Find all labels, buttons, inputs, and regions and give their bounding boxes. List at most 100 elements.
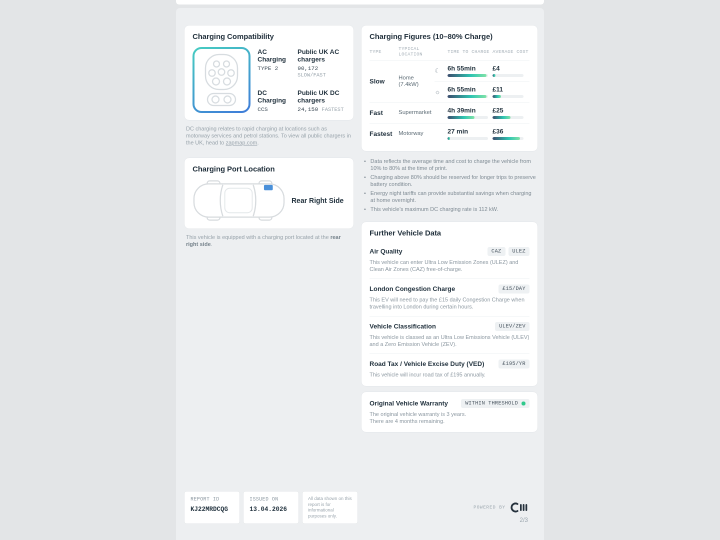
bullet-icon: • (364, 158, 366, 165)
dc-chargers-speed: FASTEST (321, 106, 344, 113)
time-bar (447, 116, 475, 119)
dc-public-chargers-label: Public UK DC chargers (297, 88, 340, 104)
charging-figures-title: Charging Figures (10–80% Charge) (369, 32, 493, 42)
row-type: Fastest (369, 130, 393, 138)
status-badge: CAZ (487, 246, 506, 256)
ac-chargers-count: 90,172 (297, 65, 319, 73)
cost-bar (492, 95, 502, 98)
time-value: 27 min (447, 127, 469, 136)
powered-by-block: POWERED BY 2/3 (473, 502, 529, 524)
report-id-box: REPORT ID KJ22MRDCQG (184, 491, 240, 524)
report-page: Charging Compatibility (176, 8, 544, 540)
status-badge: £195/YR (498, 359, 530, 369)
charging-figures-card: Charging Figures (10–80% Charge) TYPE TY… (361, 25, 538, 152)
table-row-fast: Fast Supermarket 4h 39min £25 (369, 103, 530, 124)
charging-compatibility-title: Charging Compatibility (192, 32, 274, 42)
dc-charging-label: DC Charging (257, 88, 287, 104)
cost-bar (492, 74, 496, 77)
powered-by-logo (510, 502, 528, 513)
time-value: 6h 55min (447, 64, 476, 73)
row-type: Fast (369, 109, 383, 117)
charging-figures-header: TYPE TYPICAL LOCATION TIME TO CHARGE AVE… (369, 46, 530, 61)
cost-value: £36 (492, 127, 504, 136)
col-time: TIME TO CHARGE (447, 48, 490, 55)
previous-page-edge (176, 0, 544, 5)
further-vehicle-data-card: Further Vehicle Data Air Quality CAZ ULE… (361, 221, 538, 387)
cost-bar (492, 137, 520, 140)
note-text: Data reflects the average time and cost … (370, 158, 531, 172)
sun-icon: ☼ (434, 88, 441, 96)
cost-value: £4 (492, 64, 500, 73)
green-status-dot (521, 401, 526, 406)
report-id-value: KJ22MRDCQG (190, 506, 229, 513)
powered-by-label: POWERED BY (473, 505, 506, 510)
page-number: 2/3 (519, 516, 528, 524)
time-value: 4h 39min (447, 106, 476, 115)
section-congestion-charge: London Congestion Charge £15/DAY This EV… (369, 278, 530, 316)
charging-port-position: Rear Right Side (291, 196, 344, 205)
row-location: Supermarket (398, 109, 432, 116)
charging-compatibility-card: Charging Compatibility (184, 25, 354, 121)
table-row-slow: Slow Home (7.4kW) ☾ 6h 55min £4 (369, 61, 530, 103)
note-text: Energy night tariffs can provide substan… (370, 190, 532, 204)
cost-value: £25 (492, 106, 504, 115)
warranty-card: Original Vehicle Warranty WITHIN THRESHO… (361, 391, 538, 433)
bullet-icon: • (364, 206, 366, 213)
charging-figures-notes: • Data reflects the average time and cost… (364, 159, 536, 214)
charging-port-footnote: This vehicle is equipped with a charging… (186, 234, 341, 248)
col-type: TYPE (369, 48, 382, 55)
table-row-fastest: Fastest Motorway 27 min £36 (370, 124, 530, 145)
dc-charging-cell: DC Charging CCS (258, 89, 295, 113)
time-bar (447, 95, 487, 98)
warranty-badge: WITHIN THRESHOLD (461, 398, 530, 408)
ac-chargers-speed: SLOW/FAST (297, 72, 326, 79)
section-vehicle-classification: Vehicle Classification ULEV/ZEV This veh… (369, 315, 530, 354)
col-location: TYPICAL LOCATION (398, 46, 423, 57)
ac-charging-cell: AC Charging TYPE 2 (258, 48, 295, 79)
car-top-view-icon (193, 180, 285, 221)
ac-public-chargers-label: Public UK AC chargers (297, 48, 340, 63)
ac-connector-type: TYPE 2 (257, 65, 279, 73)
status-badge: ULEZ (508, 246, 530, 256)
issued-on-label: ISSUED ON (249, 497, 279, 503)
disclaimer-text: All data shown on this report is for inf… (308, 496, 352, 519)
time-bar (447, 137, 450, 140)
ac-charging-label: AC Charging (257, 48, 287, 63)
further-vehicle-data-title: Further Vehicle Data (369, 228, 442, 238)
report-id-label: REPORT ID (190, 497, 220, 503)
ac-public-chargers-cell: Public UK AC chargers 90,172 SLOW/FAST (298, 48, 346, 79)
cost-bar (492, 116, 511, 119)
warranty-desc: The original vehicle warranty is 3 years… (369, 411, 467, 425)
left-column: Charging Compatibility (184, 25, 354, 248)
zapmap-link[interactable]: zapmap.com (225, 140, 258, 146)
bullet-icon: • (364, 174, 366, 181)
dc-connector-type: CCS (257, 106, 268, 113)
charging-port-marker (263, 184, 273, 191)
status-badge: ULEV/ZEV (495, 321, 530, 331)
note-text: Charging above 80% should be reserved fo… (370, 174, 536, 188)
dc-chargers-count: 24,150 (297, 106, 319, 113)
note-text: This vehicle's maximum DC charging rate … (370, 206, 499, 213)
row-location: Motorway (398, 130, 424, 137)
col-cost: AVERAGE COST (492, 48, 529, 55)
bullet-icon: • (364, 190, 366, 197)
time-bar (447, 74, 487, 77)
subrow-day: ☼ 6h 55min £11 (434, 81, 530, 102)
issued-on-value: 13.04.2026 (249, 506, 288, 513)
warranty-title: Original Vehicle Warranty (369, 399, 449, 408)
cost-value: £11 (492, 85, 503, 94)
subrow-night: ☾ 6h 55min £4 (435, 61, 530, 82)
charging-port-title: Charging Port Location (192, 165, 275, 174)
charging-port-card: Charging Port Location (184, 157, 354, 229)
ccs-connector-icon (192, 47, 251, 113)
time-value: 6h 55min (447, 85, 476, 94)
disclaimer-box: All data shown on this report is for inf… (302, 491, 358, 524)
status-badge: £15/DAY (498, 284, 530, 294)
moon-icon: ☾ (434, 66, 441, 75)
section-air-quality: Air Quality CAZ ULEZ This vehicle can en… (370, 241, 530, 278)
row-location: Home (7.4kW) (398, 74, 419, 88)
charging-compatibility-footnote: DC charging relates to rapid charging at… (186, 126, 351, 146)
row-type: Slow (369, 77, 385, 86)
right-column: Charging Figures (10–80% Charge) TYPE TY… (361, 25, 538, 433)
